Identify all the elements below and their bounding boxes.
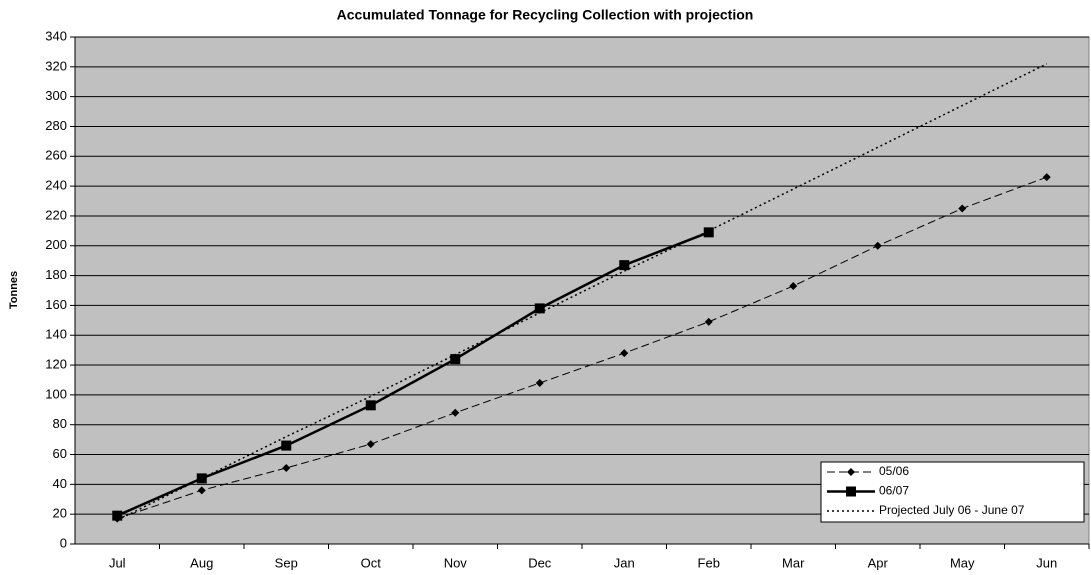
series-line xyxy=(116,231,710,517)
data-point xyxy=(873,241,882,250)
x-tick-label: Mar xyxy=(782,555,805,570)
y-tick-label: 20 xyxy=(53,506,67,521)
legend-label: 06/07 xyxy=(879,484,909,498)
y-tick-label: 40 xyxy=(53,476,67,491)
y-tick-label: 300 xyxy=(45,88,67,103)
data-point xyxy=(196,473,207,484)
data-point xyxy=(451,408,460,417)
data-point xyxy=(366,440,375,449)
data-point xyxy=(619,260,630,271)
x-tick-label: Sep xyxy=(275,555,298,570)
data-point xyxy=(620,349,629,358)
x-tick-label: Apr xyxy=(868,555,889,570)
data-point xyxy=(365,400,376,411)
data-point xyxy=(534,303,545,314)
y-tick-label: 120 xyxy=(45,356,67,371)
chart-title: Accumulated Tonnage for Recycling Collec… xyxy=(337,7,754,23)
y-tick-label: 60 xyxy=(53,446,67,461)
x-tick-label: Feb xyxy=(698,555,720,570)
y-tick-label: 240 xyxy=(45,178,67,193)
series-line xyxy=(117,176,1047,520)
legend-marker xyxy=(846,486,856,497)
y-tick-label: 100 xyxy=(45,386,67,401)
plot-area xyxy=(74,36,1090,545)
x-tick-label: Dec xyxy=(528,555,552,570)
y-tick-label: 280 xyxy=(45,118,67,133)
y-axis-label: Tonnes xyxy=(8,271,20,309)
x-tick-label: Nov xyxy=(444,555,468,570)
data-point xyxy=(1042,173,1051,182)
data-point xyxy=(703,227,714,238)
data-point xyxy=(112,510,123,521)
data-point xyxy=(281,440,292,451)
data-point xyxy=(789,282,798,291)
data-point xyxy=(450,354,461,365)
data-point xyxy=(282,463,291,472)
data-point xyxy=(535,378,544,387)
x-tick-label: Oct xyxy=(361,555,382,570)
x-tick-label: Jul xyxy=(109,555,126,570)
y-tick-label: 160 xyxy=(45,297,67,312)
legend-label: 05/06 xyxy=(879,464,909,478)
x-tick-label: Jan xyxy=(614,555,635,570)
y-tick-label: 260 xyxy=(45,148,67,163)
data-point xyxy=(197,486,206,495)
legend: 05/06 06/07 Projected July 06 - June 07 xyxy=(820,461,1085,523)
y-tick-label: 180 xyxy=(45,267,67,282)
y-tick-label: 220 xyxy=(45,207,67,222)
y-tick-label: 320 xyxy=(45,58,67,73)
y-tick-label: 80 xyxy=(53,416,67,431)
x-tick-label: May xyxy=(950,555,975,570)
y-tick-label: 340 xyxy=(45,28,67,43)
y-tick-label: 200 xyxy=(45,237,67,252)
data-point xyxy=(704,317,713,326)
data-point xyxy=(958,204,967,213)
x-tick-label: Jun xyxy=(1036,555,1057,570)
y-tick-label: 0 xyxy=(60,535,67,550)
legend-label: Projected July 06 - June 07 xyxy=(879,503,1025,517)
y-tick-label: 140 xyxy=(45,327,67,342)
x-tick-label: Aug xyxy=(190,555,213,570)
legend-marker xyxy=(847,468,855,476)
